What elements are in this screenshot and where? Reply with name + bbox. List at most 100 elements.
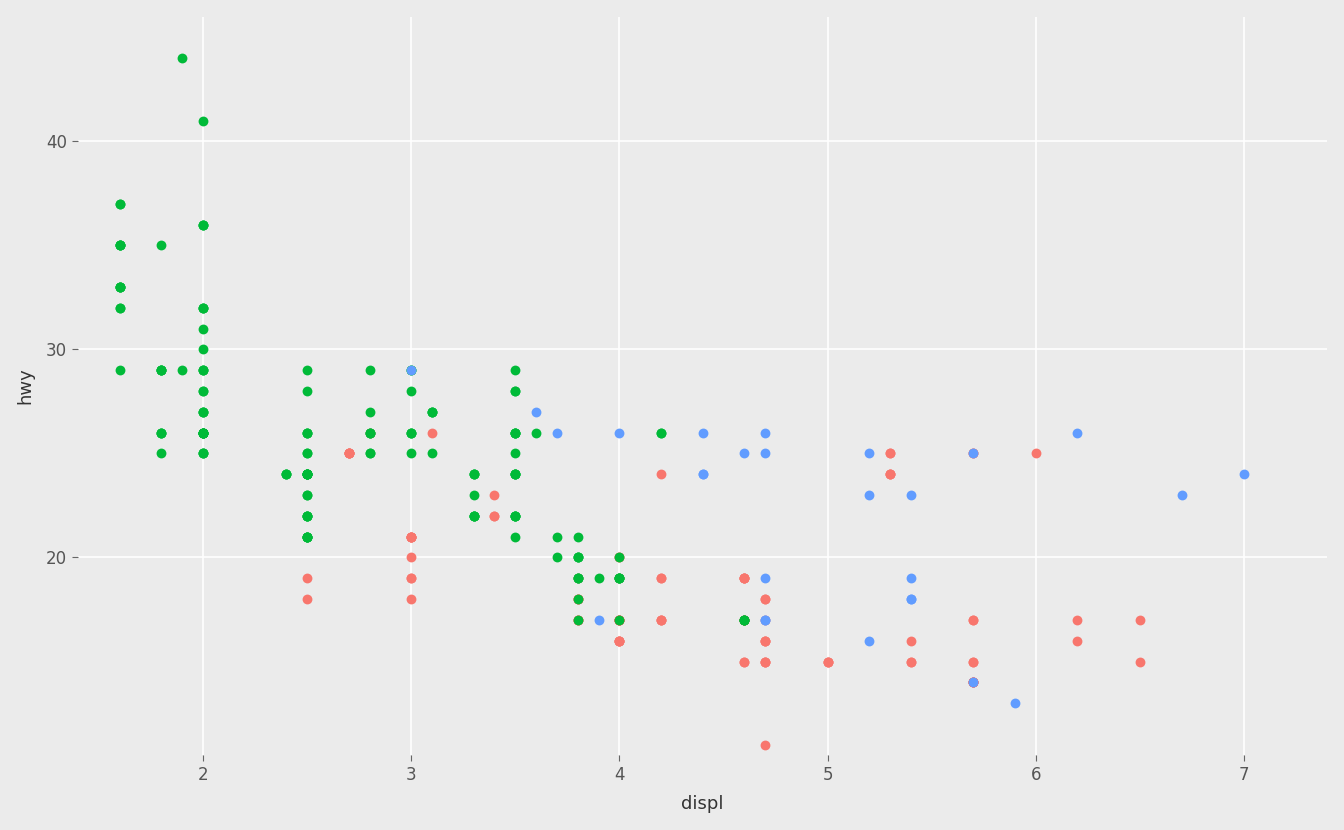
Point (151, 426, 172, 439)
Point (359, 447, 380, 460)
Point (296, 447, 317, 460)
Point (526, 405, 547, 418)
Point (900, 593, 922, 606)
Point (609, 634, 630, 647)
Point (192, 405, 214, 418)
Point (609, 551, 630, 564)
Point (484, 510, 505, 523)
Point (421, 405, 442, 418)
Point (109, 281, 130, 294)
Point (192, 364, 214, 377)
Point (401, 530, 422, 544)
Point (401, 572, 422, 585)
Point (567, 551, 589, 564)
Point (421, 447, 442, 460)
Point (754, 613, 775, 627)
Point (900, 489, 922, 502)
Point (609, 572, 630, 585)
Point (296, 467, 317, 481)
Point (609, 426, 630, 439)
Point (587, 572, 609, 585)
Point (401, 384, 422, 398)
Point (337, 447, 359, 460)
Point (192, 426, 214, 439)
Point (359, 447, 380, 460)
Point (109, 239, 130, 252)
Point (962, 676, 984, 689)
Point (296, 510, 317, 523)
Point (962, 447, 984, 460)
Point (192, 218, 214, 232)
Point (504, 510, 526, 523)
Point (359, 405, 380, 418)
Point (754, 593, 775, 606)
Point (962, 676, 984, 689)
Point (192, 426, 214, 439)
Point (962, 613, 984, 627)
Point (587, 613, 609, 627)
Point (734, 613, 755, 627)
Point (962, 655, 984, 668)
Point (900, 572, 922, 585)
Point (1025, 447, 1047, 460)
Point (962, 447, 984, 460)
Point (296, 467, 317, 481)
Point (567, 593, 589, 606)
Point (401, 530, 422, 544)
Point (359, 426, 380, 439)
Point (109, 301, 130, 315)
Point (296, 530, 317, 544)
Point (734, 613, 755, 627)
Point (734, 613, 755, 627)
Point (609, 572, 630, 585)
Point (879, 467, 900, 481)
Point (421, 405, 442, 418)
Point (151, 426, 172, 439)
Point (192, 301, 214, 315)
Point (296, 384, 317, 398)
Point (401, 364, 422, 377)
Point (734, 655, 755, 668)
Point (504, 467, 526, 481)
Point (192, 426, 214, 439)
Point (462, 510, 484, 523)
Point (109, 281, 130, 294)
Point (401, 593, 422, 606)
Point (962, 655, 984, 668)
Point (192, 426, 214, 439)
Point (754, 655, 775, 668)
Point (296, 530, 317, 544)
Point (462, 467, 484, 481)
Point (504, 530, 526, 544)
Point (754, 655, 775, 668)
Point (504, 364, 526, 377)
Point (484, 489, 505, 502)
Point (276, 467, 297, 481)
Point (462, 510, 484, 523)
Point (734, 655, 755, 668)
Point (546, 426, 567, 439)
Point (359, 426, 380, 439)
Point (692, 426, 714, 439)
Point (109, 281, 130, 294)
Point (421, 426, 442, 439)
Point (296, 530, 317, 544)
Point (1067, 613, 1089, 627)
Point (1171, 489, 1192, 502)
Point (192, 114, 214, 127)
Point (754, 655, 775, 668)
Point (462, 489, 484, 502)
Point (192, 384, 214, 398)
Point (609, 572, 630, 585)
Point (754, 634, 775, 647)
Point (650, 613, 672, 627)
Point (1067, 426, 1089, 439)
Point (962, 676, 984, 689)
Y-axis label: hwy: hwy (16, 368, 35, 404)
Point (109, 198, 130, 211)
Point (734, 572, 755, 585)
Point (359, 426, 380, 439)
Point (526, 426, 547, 439)
Point (337, 447, 359, 460)
Point (609, 613, 630, 627)
